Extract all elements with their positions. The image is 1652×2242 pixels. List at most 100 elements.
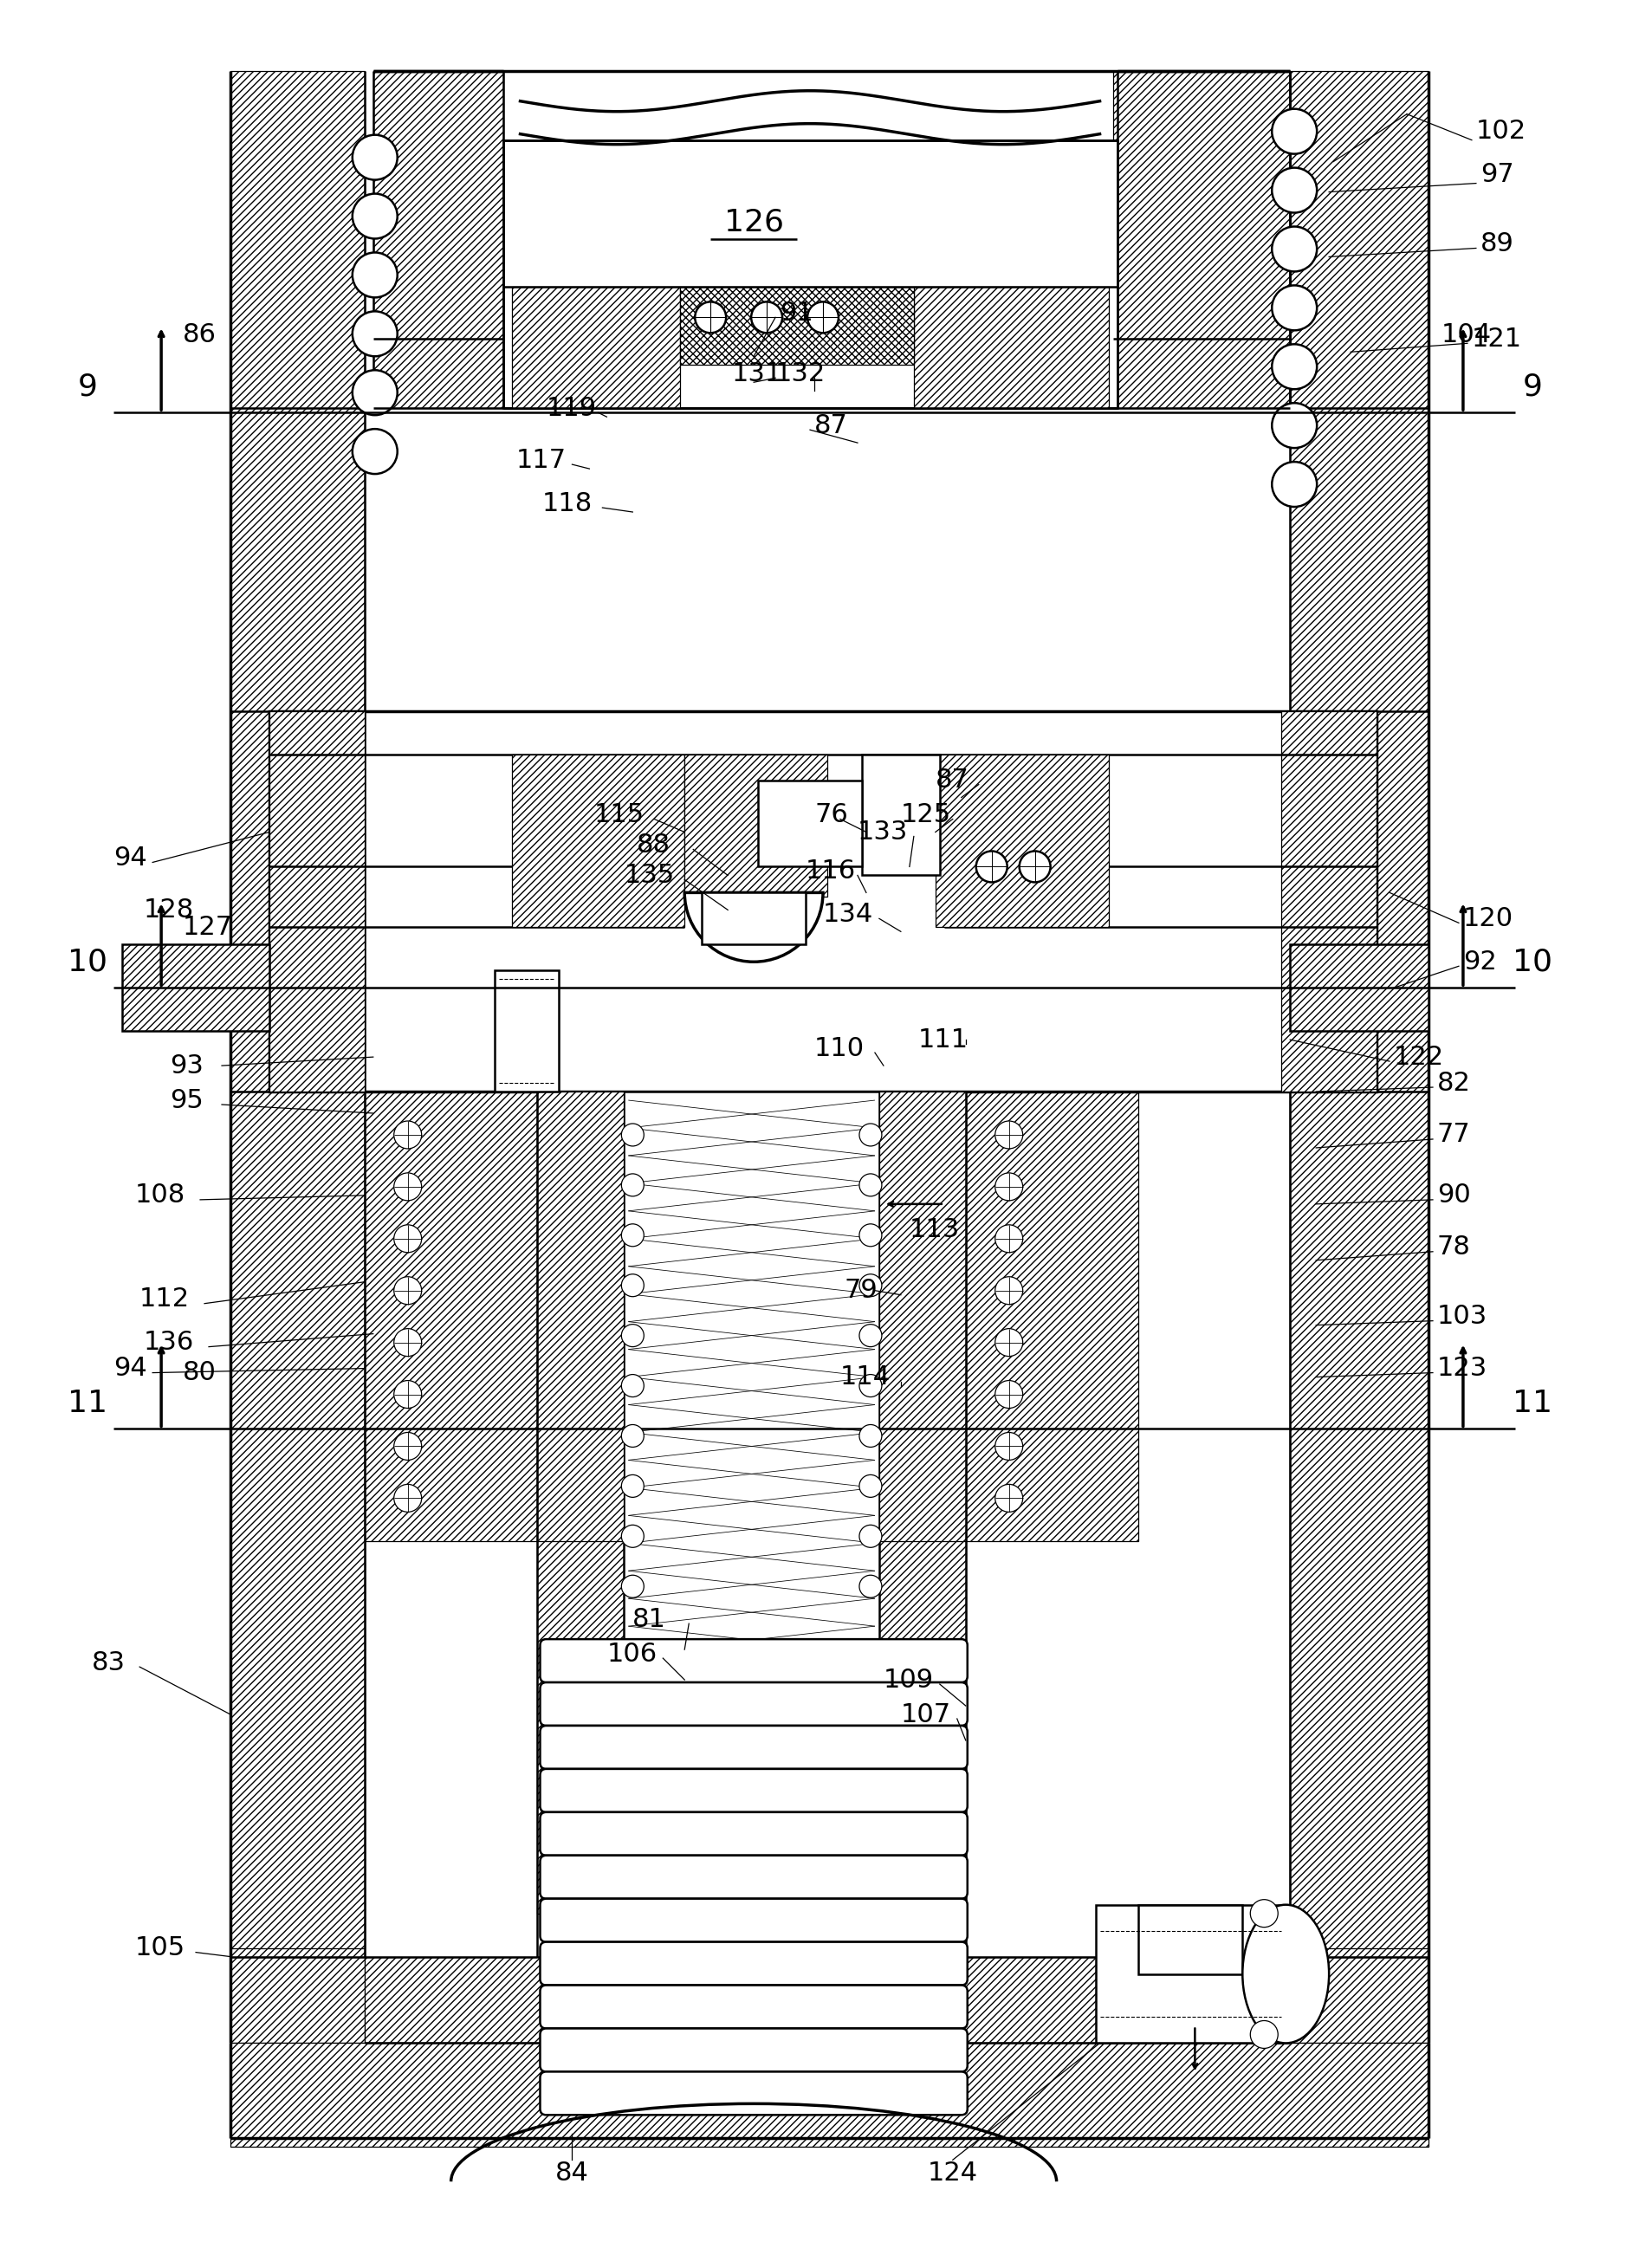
Circle shape [621, 1273, 644, 1296]
Circle shape [621, 1224, 644, 1247]
Circle shape [976, 852, 1008, 883]
Circle shape [393, 1381, 421, 1408]
Text: 10: 10 [1512, 946, 1553, 978]
Bar [1290, 72, 1429, 2094]
Bar [373, 72, 502, 408]
Text: 79: 79 [844, 1278, 879, 1303]
Circle shape [352, 253, 398, 298]
Circle shape [621, 1123, 644, 1146]
Circle shape [1272, 404, 1317, 448]
Text: 102: 102 [1477, 119, 1526, 143]
Circle shape [859, 1175, 882, 1197]
Circle shape [859, 1576, 882, 1599]
Bar [879, 1092, 966, 1542]
Text: 87: 87 [935, 767, 970, 794]
FancyBboxPatch shape [540, 1812, 968, 1856]
Text: 88: 88 [638, 832, 671, 859]
Circle shape [995, 1173, 1023, 1199]
Text: 86: 86 [183, 323, 216, 348]
Circle shape [393, 1224, 421, 1253]
FancyBboxPatch shape [540, 1984, 968, 2029]
Circle shape [352, 428, 398, 473]
Bar [269, 711, 1376, 1092]
Text: 94: 94 [114, 845, 147, 870]
Text: 81: 81 [633, 1608, 666, 1632]
Circle shape [995, 1224, 1023, 1253]
Bar [862, 753, 940, 874]
Circle shape [621, 1525, 644, 1547]
Text: 128: 128 [144, 897, 195, 921]
Circle shape [695, 303, 727, 334]
Circle shape [352, 312, 398, 356]
Circle shape [393, 1330, 421, 1356]
Circle shape [752, 303, 783, 334]
Circle shape [859, 1273, 882, 1296]
Circle shape [393, 1276, 421, 1305]
Text: 114: 114 [841, 1365, 890, 1390]
Bar [1290, 944, 1429, 1031]
Ellipse shape [1242, 1906, 1328, 2042]
Text: 125: 125 [900, 803, 952, 827]
Text: 110: 110 [814, 1036, 864, 1060]
Text: 93: 93 [170, 1054, 203, 1078]
Bar [230, 2042, 1429, 2148]
Bar [1113, 72, 1290, 408]
Circle shape [1272, 285, 1317, 330]
Text: 131: 131 [732, 361, 783, 386]
Text: 80: 80 [183, 1361, 216, 1386]
Circle shape [1272, 226, 1317, 271]
Wedge shape [684, 892, 823, 962]
Bar [935, 753, 1108, 928]
Text: 104: 104 [1442, 323, 1492, 348]
Text: 117: 117 [515, 448, 567, 473]
Circle shape [1272, 345, 1317, 390]
Text: 84: 84 [555, 2161, 590, 2186]
Text: 108: 108 [135, 1184, 185, 1208]
Circle shape [621, 1424, 644, 1446]
Text: 87: 87 [814, 413, 847, 437]
Text: 11: 11 [1512, 1388, 1553, 1417]
Circle shape [995, 1276, 1023, 1305]
Text: 78: 78 [1437, 1235, 1470, 1260]
Text: 111: 111 [919, 1027, 968, 1051]
Text: 82: 82 [1437, 1069, 1470, 1096]
Circle shape [995, 1381, 1023, 1408]
Circle shape [995, 1484, 1023, 1511]
Circle shape [1272, 110, 1317, 155]
Circle shape [1251, 2020, 1279, 2049]
Bar [230, 2042, 1429, 2139]
Circle shape [808, 303, 839, 334]
FancyBboxPatch shape [540, 1942, 968, 1984]
Text: 127: 127 [183, 915, 233, 939]
Bar [681, 287, 914, 365]
Circle shape [352, 370, 398, 415]
Circle shape [859, 1224, 882, 1247]
Circle shape [859, 1374, 882, 1397]
Text: 94: 94 [114, 1356, 147, 1381]
Text: 91: 91 [780, 300, 813, 325]
FancyBboxPatch shape [540, 1856, 968, 1899]
Text: 10: 10 [68, 946, 107, 978]
Text: 135: 135 [624, 863, 674, 888]
Bar [702, 892, 806, 944]
Text: 90: 90 [1437, 1184, 1470, 1208]
Text: 134: 134 [823, 901, 874, 926]
Text: 77: 77 [1437, 1123, 1470, 1148]
Bar [230, 1092, 365, 1948]
Text: 132: 132 [775, 361, 826, 386]
Bar [1290, 1092, 1429, 1948]
Circle shape [621, 1576, 644, 1599]
Bar [269, 711, 365, 1092]
Text: 113: 113 [910, 1217, 960, 1242]
Text: 76: 76 [814, 803, 847, 827]
Circle shape [393, 1173, 421, 1199]
Bar [966, 1092, 1138, 1542]
Bar [512, 287, 681, 408]
Circle shape [859, 1325, 882, 1347]
Circle shape [393, 1433, 421, 1460]
Circle shape [995, 1121, 1023, 1148]
Bar [122, 944, 269, 1031]
Text: 118: 118 [542, 491, 593, 516]
Text: 97: 97 [1480, 161, 1513, 186]
Text: 103: 103 [1437, 1305, 1487, 1330]
